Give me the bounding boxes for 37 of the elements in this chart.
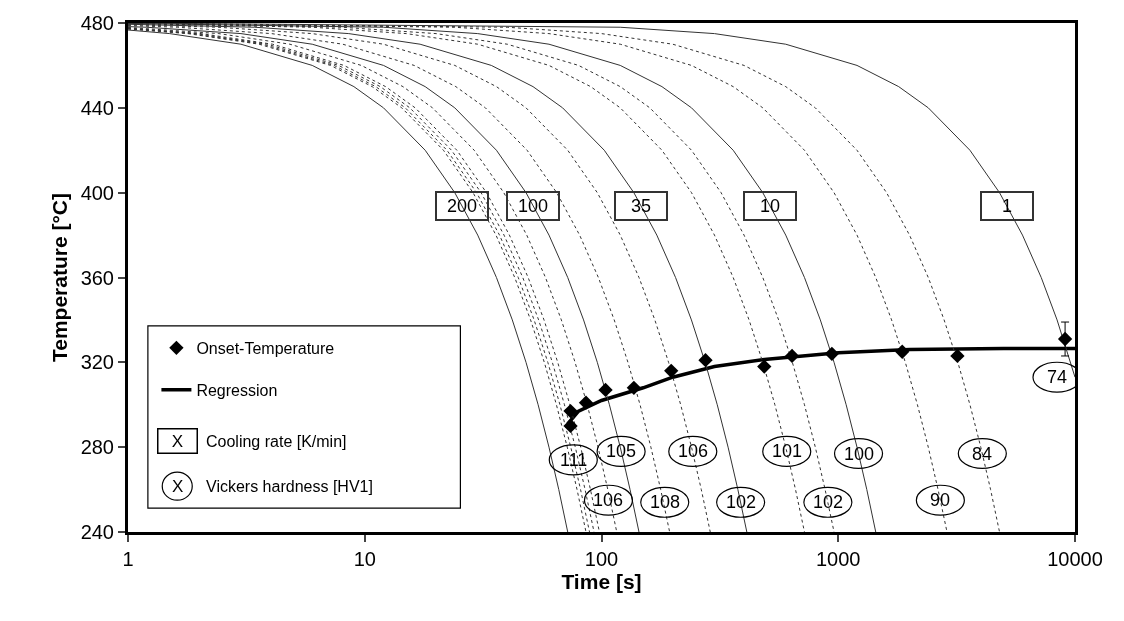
- annotation: 111: [560, 450, 588, 470]
- annotation: 90: [930, 490, 951, 510]
- annotation: Vickers hardness [HV1]: [206, 478, 373, 495]
- x-axis-title: Time [s]: [561, 570, 642, 593]
- annotation: 102: [813, 492, 844, 512]
- x-tick-label: 1: [122, 548, 134, 570]
- annotation: 100: [844, 444, 875, 464]
- y-tick-label: 320: [80, 351, 114, 374]
- y-tick-label: 240: [80, 521, 114, 543]
- x-tick-label: 100: [584, 548, 619, 570]
- annotation: 102: [726, 492, 757, 512]
- annotation: 101: [772, 441, 803, 461]
- x-tick-label: 10: [353, 548, 376, 570]
- y-tick-label: 480: [80, 12, 114, 34]
- annotation: 105: [606, 441, 637, 461]
- y-tick-label: 400: [80, 181, 114, 204]
- annotation: 106: [678, 441, 709, 461]
- annotation: 106: [593, 490, 624, 510]
- legend-label: 100: [517, 196, 549, 216]
- y-tick-label: 280: [80, 436, 114, 459]
- legend-label: Regression: [196, 381, 278, 399]
- annotation: X: [171, 431, 184, 451]
- series-label: 10: [759, 196, 781, 216]
- x-tick-label: 10000: [1047, 548, 1103, 570]
- y-tick-label: 360: [80, 266, 114, 289]
- y-axis-title: Temperature [°C]: [47, 192, 71, 363]
- annotation: 108: [650, 492, 681, 512]
- series-label: 35: [630, 196, 652, 216]
- annotation: X: [172, 477, 184, 496]
- x-tick-label: 1000: [816, 548, 861, 570]
- legend-label: Onset-Temperature: [196, 340, 335, 358]
- series-label: 1: [1001, 196, 1013, 216]
- series-label: 200: [446, 196, 478, 216]
- annotation: 74: [1047, 367, 1068, 387]
- y-tick-label: 440: [80, 96, 114, 119]
- annotation: 84: [972, 444, 993, 464]
- annotation: Cooling rate [K/min]: [206, 433, 347, 450]
